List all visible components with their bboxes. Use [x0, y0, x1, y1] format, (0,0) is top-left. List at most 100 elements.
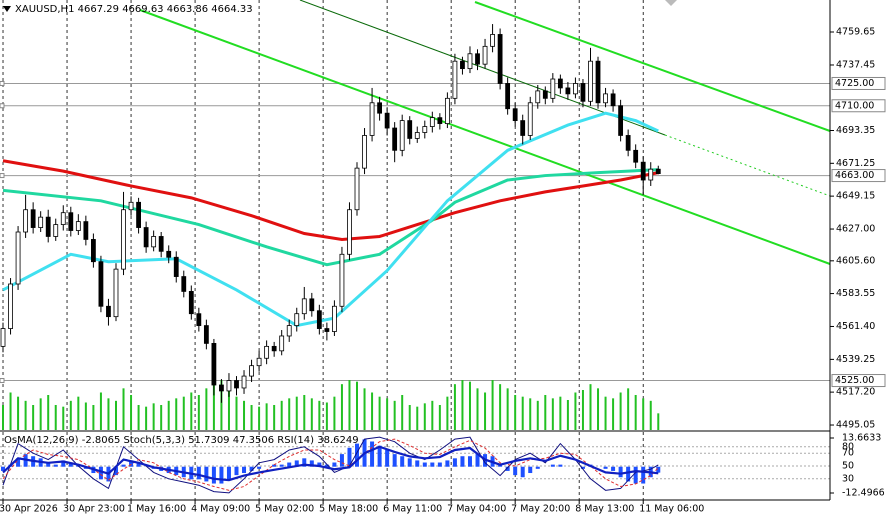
osma-bar: [242, 466, 247, 474]
candle-body: [565, 87, 571, 95]
y-tick-label: 13.6633: [842, 433, 881, 444]
osma-bar: [641, 466, 646, 484]
osma-bar: [626, 466, 631, 482]
moving-average: [2, 111, 659, 328]
candle-body: [422, 126, 428, 133]
candle-body: [369, 102, 375, 136]
y-tick-label: 4583.55: [836, 288, 875, 299]
candle-body: [241, 375, 247, 389]
osma-bar: [121, 464, 126, 467]
y-tick-label: 4737.45: [836, 59, 875, 70]
osma-bar: [611, 466, 616, 471]
y-tick-label: 4495.05: [836, 420, 875, 431]
osma-bar: [355, 443, 360, 467]
x-tick-label: 5 May 18:00: [319, 504, 378, 515]
indicator-line: [2, 436, 659, 494]
candle-body: [256, 357, 262, 367]
x-tick-label: 6 May 11:00: [383, 504, 442, 515]
candle-body: [588, 60, 593, 102]
candle-body: [384, 112, 390, 129]
osma-bar: [53, 464, 58, 467]
osma-bar: [324, 464, 329, 467]
y-tick-label: 4539.25: [836, 354, 875, 365]
candle-body: [557, 78, 563, 89]
candle-body: [15, 231, 21, 285]
symbol: XAUUSD,H1: [15, 4, 74, 15]
candle-body: [444, 97, 450, 124]
candle-body: [316, 310, 322, 329]
y2-tick-label: 50: [842, 461, 854, 472]
osma-bar: [249, 466, 254, 471]
candle-body: [249, 365, 254, 377]
candle-body: [437, 117, 443, 124]
osma-bar: [558, 464, 563, 467]
indicator-name: RSI(14): [277, 435, 314, 446]
x-tick-label: 8 May 13:00: [575, 504, 634, 515]
y-tick-label: 4627.00: [836, 224, 875, 235]
candle-body: [399, 120, 405, 151]
candle-body: [45, 216, 51, 237]
level-label: 4725.00: [835, 78, 874, 89]
candle-body: [414, 132, 420, 139]
candle-body: [467, 53, 473, 70]
candle-body: [226, 380, 232, 392]
candle-body: [377, 102, 383, 114]
indicator-reading: -2.8065: [82, 435, 121, 446]
candle-body: [23, 209, 29, 233]
candle-body: [490, 34, 495, 47]
osma-bar: [332, 462, 337, 467]
indicator-header: OsMA(12,26,9) -2.8065 Stoch(5,3,3) 51.73…: [4, 435, 359, 446]
osma-bar: [294, 460, 299, 467]
candle-body: [136, 201, 141, 228]
candle-body: [68, 212, 74, 231]
plot: [0, 24, 661, 494]
candle-body: [520, 120, 526, 136]
candle-body: [542, 90, 548, 99]
candle-body: [8, 283, 13, 329]
osma-bar: [618, 466, 623, 478]
candle-body: [505, 83, 511, 110]
candle-body: [264, 345, 270, 359]
osma-bar: [196, 466, 201, 480]
osma-bar: [68, 462, 73, 467]
osma-bar: [219, 466, 224, 484]
osma-bar: [347, 447, 352, 467]
candle-body: [75, 221, 81, 231]
candle-body: [128, 201, 134, 211]
candle-body: [603, 93, 608, 104]
candle-body: [640, 161, 646, 181]
osma-bar: [633, 466, 638, 484]
candle-body: [535, 90, 541, 104]
x-tick-label: 30 Apr 23:00: [63, 504, 125, 515]
osma-bar: [656, 466, 661, 473]
open: 4667.29: [78, 4, 119, 15]
osma-bar: [1, 466, 6, 471]
candle-body: [166, 250, 172, 258]
candle-body: [332, 305, 337, 332]
osma-bar: [452, 458, 457, 467]
x-tick-label: 4 May 09:00: [191, 504, 250, 515]
indicator-reading: 38.6249: [317, 435, 358, 446]
osma-bar: [437, 462, 442, 467]
level-box: [831, 76, 886, 90]
candle-body: [203, 325, 209, 344]
candle-body: [475, 53, 480, 65]
osma-bar: [513, 466, 518, 476]
candle-body: [60, 212, 66, 225]
osma-bar: [98, 466, 103, 480]
candle-body: [324, 328, 330, 332]
osma-bar: [257, 466, 262, 469]
candle-body: [512, 108, 518, 122]
level-box: [831, 169, 886, 183]
y2-tick-label: 70: [842, 448, 854, 459]
osma-bar: [46, 462, 51, 467]
candle-body: [90, 239, 96, 263]
candle-body: [362, 135, 367, 169]
osma-bar: [279, 464, 284, 467]
osma-bar: [226, 466, 231, 480]
candle-body: [429, 117, 435, 127]
y-tick-label: 4693.35: [836, 125, 875, 136]
osma-bar: [407, 458, 412, 467]
candle-body: [460, 60, 465, 70]
